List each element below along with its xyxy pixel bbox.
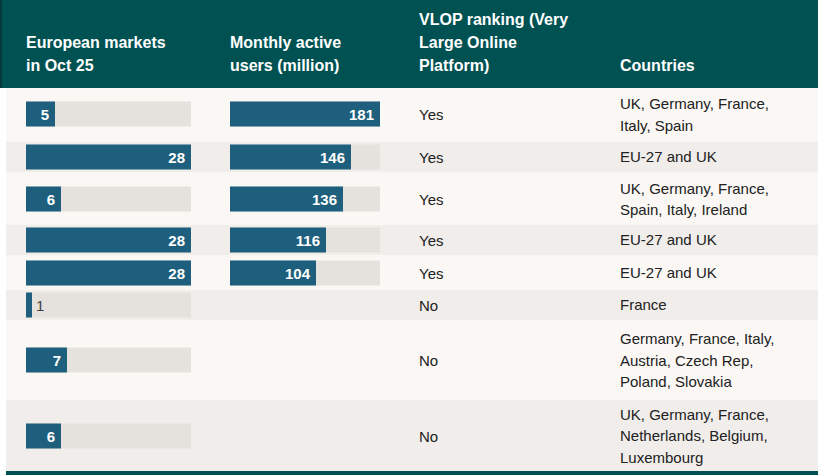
countries-value: UK, Germany, France, Italy, Spain [620, 93, 802, 136]
vlop-value: Yes [419, 149, 443, 166]
markets-bar: 28 [26, 145, 191, 170]
bar-fill: 116 [230, 228, 326, 253]
bar-value-label: 7 [53, 348, 61, 373]
mau-bar: 136 [230, 186, 380, 211]
countries-value: Germany, France, Italy, Austria, Czech R… [620, 328, 802, 393]
bar-fill [26, 293, 32, 318]
column-header-countries: Countries [620, 54, 790, 77]
countries-value: EU-27 and UK [620, 229, 802, 251]
column-header-european-markets: European markets in Oct 25 [26, 31, 176, 77]
markets-bar: 6 [26, 423, 191, 448]
table-row: 1 No France [6, 288, 818, 320]
countries-value: EU-27 and UK [620, 262, 802, 284]
bar-value-label: 136 [312, 186, 337, 211]
bar-fill: 6 [26, 423, 61, 448]
column-header-vlop-ranking: VLOP ranking (Very Large Online Platform… [419, 8, 577, 77]
table-header: European markets in Oct 25 Monthly activ… [0, 0, 818, 88]
bar-fill: 6 [26, 186, 61, 211]
bar-fill: 28 [26, 260, 191, 285]
bar-fill: 28 [26, 145, 191, 170]
bar-value-label: 1 [36, 293, 44, 318]
vlop-value: Yes [419, 106, 443, 123]
mau-bar: 181 [230, 102, 380, 127]
markets-bar: 28 [26, 260, 191, 285]
bar-fill: 5 [26, 102, 55, 127]
bar-fill: 181 [230, 102, 380, 127]
bar-value-label: 181 [349, 102, 374, 127]
table-row: 28 116 Yes EU-27 and UK [6, 223, 818, 255]
table-row: 7 No Germany, France, Italy, Austria, Cz… [6, 320, 818, 398]
bottom-accent-rule [6, 471, 818, 475]
bar-value-label: 146 [320, 145, 345, 170]
markets-bar: 5 [26, 102, 191, 127]
bar-fill: 104 [230, 260, 316, 285]
bar-fill: 7 [26, 348, 67, 373]
bar-value-label: 104 [285, 260, 310, 285]
mau-bar: 104 [230, 260, 380, 285]
bar-value-label: 116 [296, 228, 320, 253]
bar-value-label: 6 [47, 186, 55, 211]
vlop-value: Yes [419, 190, 443, 207]
countries-value: UK, Germany, France, Netherlands, Belgiu… [620, 403, 802, 468]
vlop-value: Yes [419, 264, 443, 281]
table-row: 28 146 Yes EU-27 and UK [6, 140, 818, 172]
bar-value-label: 28 [168, 228, 185, 253]
bar-value-label: 6 [47, 423, 55, 448]
vlop-value: No [419, 352, 438, 369]
markets-bar: 6 [26, 186, 191, 211]
vlop-value: Yes [419, 232, 443, 249]
bar-fill: 28 [26, 228, 191, 253]
countries-value: France [620, 294, 802, 316]
vlop-comparison-table: European markets in Oct 25 Monthly activ… [0, 0, 824, 475]
vlop-value: No [419, 297, 438, 314]
vlop-value: No [419, 427, 438, 444]
bar-fill: 146 [230, 145, 351, 170]
markets-bar: 1 [26, 293, 191, 318]
table-row: 6 136 Yes UK, Germany, France, Spain, It… [6, 172, 818, 223]
table-body: 5 181 Yes UK, Germany, France, Italy, Sp… [6, 88, 818, 471]
countries-value: UK, Germany, France, Spain, Italy, Irela… [620, 177, 802, 220]
markets-bar: 7 [26, 348, 191, 373]
mau-bar: 146 [230, 145, 380, 170]
bar-value-label: 28 [168, 145, 185, 170]
mau-bar: 116 [230, 228, 380, 253]
column-header-monthly-active-users: Monthly active users (million) [230, 31, 356, 77]
bar-fill: 136 [230, 186, 343, 211]
bar-value-label: 28 [168, 260, 185, 285]
markets-bar: 28 [26, 228, 191, 253]
table-row: 28 104 Yes EU-27 and UK [6, 255, 818, 288]
table-row: 5 181 Yes UK, Germany, France, Italy, Sp… [6, 88, 818, 140]
countries-value: EU-27 and UK [620, 146, 802, 168]
bar-value-label: 5 [41, 102, 49, 127]
table-row: 6 No UK, Germany, France, Netherlands, B… [6, 398, 818, 471]
